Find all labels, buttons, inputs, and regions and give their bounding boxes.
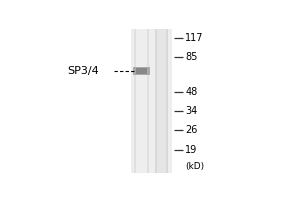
Text: 26: 26 (185, 125, 197, 135)
Bar (133, 67, 150, 75)
Bar (130, 29, 172, 173)
Text: (kD): (kD) (185, 162, 204, 171)
Text: SP3/4: SP3/4 (68, 66, 99, 76)
Text: 19: 19 (185, 145, 197, 155)
Text: 117: 117 (185, 33, 204, 43)
Bar (136, 29, 147, 173)
Text: 48: 48 (185, 87, 197, 97)
Text: 34: 34 (185, 106, 197, 116)
Bar (134, 29, 149, 173)
Text: 85: 85 (185, 52, 197, 62)
Bar (157, 29, 166, 173)
Bar (155, 29, 168, 173)
Bar (136, 68, 147, 74)
